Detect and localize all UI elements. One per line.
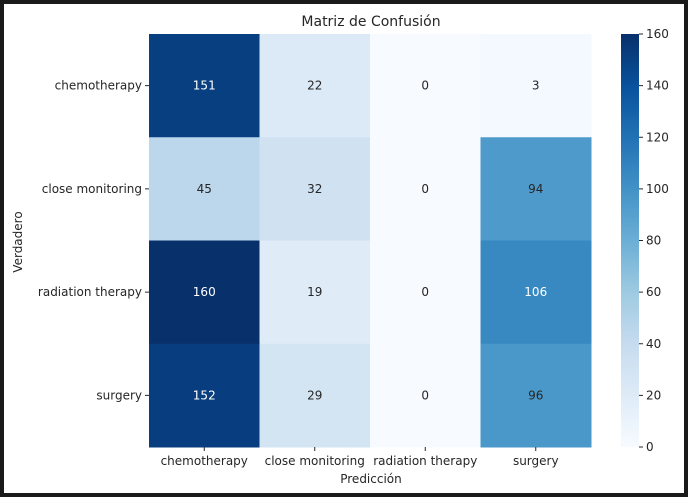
chart-title: Matriz de Confusión [301, 14, 440, 30]
heatmap-cell [259, 343, 371, 448]
x-tick-label: close monitoring [265, 454, 365, 468]
heatmap-cell-value: 160 [193, 285, 216, 299]
heatmap-cell-value: 3 [532, 79, 540, 93]
heatmap-cell [480, 137, 592, 241]
colorbar-ticks: 0 20 40 60 80 100 120 140 160 [639, 27, 669, 454]
y-axis-ticks: chemotherapy close monitoring radiation th… [38, 79, 149, 402]
heatmap-cell [370, 343, 481, 448]
heatmap-cell-value: 22 [307, 79, 322, 93]
heatmap-cell [370, 240, 481, 345]
heatmap-cell-value: 94 [528, 182, 543, 196]
x-axis-label: Predicción [340, 472, 402, 486]
heatmap-cell-value: 0 [421, 182, 429, 196]
heatmap-cell-value: 96 [528, 388, 543, 402]
heatmap-cell-value: 0 [421, 388, 429, 402]
heatmap-cell-value: 32 [307, 182, 322, 196]
colorbar-tick-label: 160 [646, 27, 669, 41]
heatmap-cell [259, 137, 371, 241]
heatmap-cell-value: 29 [307, 388, 322, 402]
colorbar-tick-label: 20 [646, 388, 661, 402]
heatmap-cell-value: 152 [193, 388, 216, 402]
heatmap-cell-value: 0 [421, 285, 429, 299]
heatmap-cell [370, 34, 481, 138]
heatmap-cell [480, 34, 592, 138]
colorbar-tick-label: 100 [646, 182, 669, 196]
figure: Matriz de Confusión 151 22 0 3 45 32 0 94 160 19 0… [4, 4, 684, 493]
heatmap-cell-value: 19 [307, 285, 322, 299]
heatmap-cell [149, 137, 260, 241]
colorbar-tick-label: 60 [646, 285, 661, 299]
confusion-matrix-chart: Matriz de Confusión 151 22 0 3 45 32 0 94 160 19 0… [11, 14, 669, 486]
colorbar-tick-label: 40 [646, 337, 661, 351]
x-axis-ticks: chemotherapy close monitoring radiation th… [161, 447, 559, 468]
heatmap-cells [149, 34, 592, 448]
heatmap-cell [480, 343, 592, 448]
heatmap-cell-value: 106 [524, 285, 547, 299]
heatmap-cell [370, 137, 481, 241]
colorbar-tick-label: 120 [646, 130, 669, 144]
y-tick-label: close monitoring [42, 182, 142, 196]
colorbar-tick-label: 80 [646, 234, 661, 248]
x-tick-label: surgery [513, 454, 559, 468]
x-tick-label: chemotherapy [161, 454, 248, 468]
colorbar-tick-label: 0 [646, 440, 654, 454]
y-tick-label: chemotherapy [55, 79, 142, 93]
x-tick-label: radiation therapy [373, 454, 477, 468]
y-tick-label: radiation therapy [38, 285, 142, 299]
heatmap-cell [149, 343, 260, 448]
colorbar-tick-label: 140 [646, 79, 669, 93]
colorbar [621, 34, 639, 447]
heatmap-cell [259, 240, 371, 345]
heatmap-cell-value: 45 [197, 182, 212, 196]
heatmap-cell [480, 240, 592, 345]
heatmap-cell-value: 151 [193, 79, 216, 93]
heatmap-cell [149, 240, 260, 345]
heatmap-cell-value: 0 [421, 79, 429, 93]
heatmap-cell [259, 34, 371, 138]
y-tick-label: surgery [96, 388, 142, 402]
heatmap-cell-labels: 151 22 0 3 45 32 0 94 160 19 0 106 152 29 0 96 [193, 79, 547, 403]
y-axis-label: Verdadero [11, 211, 25, 272]
heatmap-cell [149, 34, 260, 138]
